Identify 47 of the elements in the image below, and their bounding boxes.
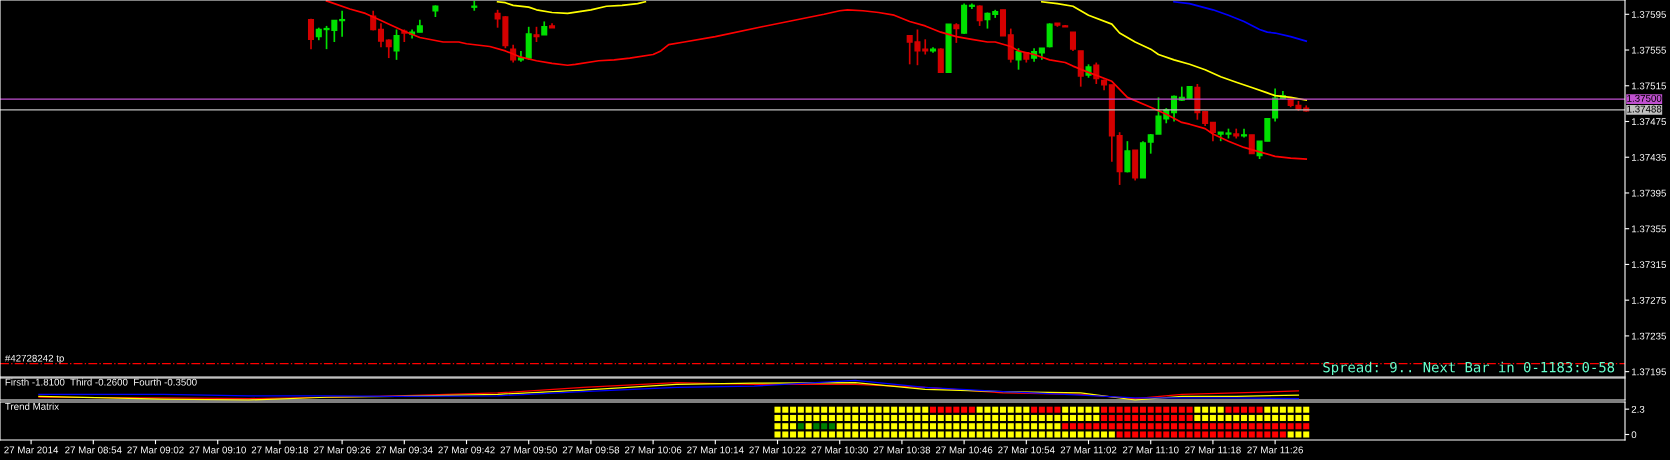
chart-title: Trend Matrix	[5, 402, 59, 410]
annotation: Spread: 9.. Next Bar in 0-1183:0-58	[1323, 361, 1615, 376]
candlestick	[929, 46, 937, 54]
candlestick	[999, 8, 1007, 37]
x-tick-label: 27 Mar 10:22	[749, 446, 806, 454]
candlestick	[945, 23, 952, 74]
y-tick-label: 2.3	[1631, 405, 1645, 413]
x-tick-label: 27 Mar 09:58	[562, 446, 620, 454]
ref-line-label: 1.37488	[1627, 105, 1662, 113]
x-tick-label: 27 Mar 10:06	[624, 446, 682, 454]
y-tick-label: 1.37435	[1631, 153, 1666, 161]
y-tick-label: 0	[1631, 431, 1637, 439]
candlestick	[922, 38, 929, 56]
line-series	[325, 0, 1308, 160]
y-tick-label: 1.37555	[1631, 46, 1666, 54]
y-tick-label: 1.37275	[1631, 296, 1666, 304]
x-tick-label: 27 Mar 10:38	[873, 446, 931, 454]
x-tick-label: 27 Mar 09:42	[438, 446, 495, 454]
x-tick-label: 27 Mar 09:18	[251, 446, 309, 454]
x-tick-label: 27 Mar 10:46	[935, 446, 993, 454]
y-tick-label: 1.37475	[1631, 118, 1666, 126]
y-tick-label: 1.37515	[1631, 82, 1666, 90]
x-tick-label: 27 Mar 11:18	[1185, 446, 1241, 454]
y-tick-label: 1.37235	[1631, 332, 1666, 340]
x-tick-label: 27 Mar 09:26	[313, 446, 371, 454]
y-tick-label: 1.37315	[1631, 261, 1666, 269]
x-tick-label: 27 Mar 11:02	[1060, 446, 1117, 454]
x-tick-label: 27 Mar 09:50	[500, 446, 557, 454]
x-tick-label: 27 Mar 11:26	[1247, 446, 1303, 454]
x-tick-label: 27 Mar 08:54	[65, 446, 122, 454]
y-tick-label: 1.37595	[1631, 11, 1666, 18]
y-tick-label: 1.37355	[1631, 225, 1666, 233]
ref-line-label: #42728242 tp	[4, 354, 64, 364]
x-tick-label: 27 Mar 2014	[4, 446, 59, 454]
x-tick-label: 27 Mar 10:14	[687, 446, 744, 454]
ref-line-label: 1.37500	[1627, 94, 1662, 102]
x-tick-label: 27 Mar 09:10	[189, 446, 246, 454]
x-tick-label: 27 Mar 10:54	[998, 446, 1055, 454]
x-tick-label: 27 Mar 11:10	[1122, 446, 1179, 454]
x-tick-label: 27 Mar 10:30	[811, 446, 868, 454]
candlestick	[1248, 134, 1255, 155]
y-tick-label: 1.37195	[1631, 368, 1666, 376]
x-tick-label: 27 Mar 09:34	[376, 446, 433, 454]
x-tick-label: 27 Mar 09:02	[127, 446, 184, 454]
y-tick-label: 1.37395	[1631, 189, 1666, 197]
chart-title: Firsth -1.8100 Third -0.2600 Fourth -0.3500	[5, 378, 197, 386]
line-series	[1173, 0, 1308, 42]
